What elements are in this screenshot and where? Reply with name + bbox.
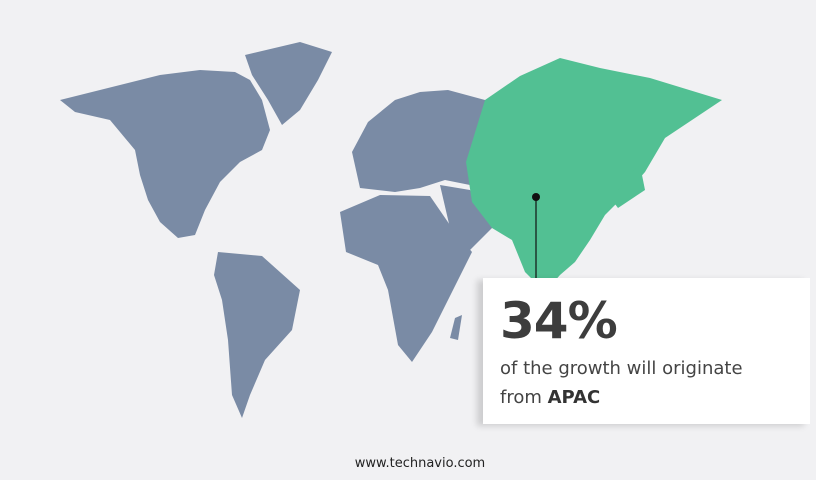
callout-prefix: from (500, 387, 542, 408)
greenland (245, 42, 332, 125)
footer-url: www.technavio.com (354, 456, 486, 471)
middle-east (440, 185, 495, 250)
europe (352, 90, 485, 192)
callout-description: of the growth will originate from APAC (500, 354, 743, 412)
callout-region: APAC (547, 387, 601, 408)
callout-card: 34% of the growth will originate from AP… (483, 278, 810, 424)
south-america (214, 252, 300, 418)
japan (612, 165, 645, 208)
growth-percentage: 34% (500, 292, 618, 350)
north-america (60, 70, 270, 238)
asia-apac-region (466, 58, 722, 292)
madagascar (450, 315, 462, 340)
callout-text: of the growth will originate (500, 358, 743, 379)
africa (340, 195, 472, 362)
callout-pointer-dot (532, 193, 540, 201)
